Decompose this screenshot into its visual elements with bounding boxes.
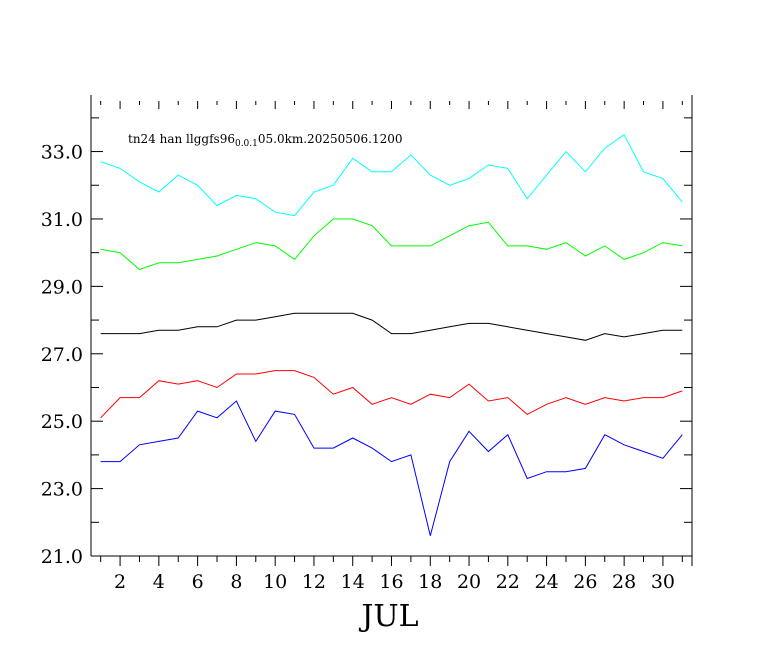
x-tick-label: 24 xyxy=(535,571,559,593)
x-tick-label: 20 xyxy=(457,571,481,593)
series-layer xyxy=(100,133,683,536)
x-tick-label: 30 xyxy=(651,571,675,593)
y-tick-label: 31.0 xyxy=(41,209,83,231)
y-tick-label: 27.0 xyxy=(41,344,83,366)
x-tick-label: 8 xyxy=(230,571,242,593)
x-axis-label: JUL xyxy=(358,599,418,634)
y-tick-label: 29.0 xyxy=(41,276,83,298)
x-tick-label: 12 xyxy=(302,571,326,593)
ticks-layer xyxy=(91,101,692,566)
x-tick-label: 2 xyxy=(114,571,126,593)
y-tick-label: 21.0 xyxy=(41,546,83,568)
annotation-suffix: 05.0km.20250506.1200 xyxy=(258,132,403,146)
series-line-4 xyxy=(100,370,683,419)
x-tick-label: 6 xyxy=(192,571,204,593)
tick-labels-layer: 21.023.025.027.029.031.033.02 4 6 8 10 12 14 16… xyxy=(41,142,675,593)
x-tick-label: 28 xyxy=(612,571,636,593)
run-annotation: tn24 han llggfs960.0.105.0km.20250506.12… xyxy=(128,132,403,149)
plot-frame xyxy=(90,95,693,566)
x-tick-label: 16 xyxy=(379,571,403,593)
x-tick-label: 10 xyxy=(263,571,287,593)
series-line-3 xyxy=(100,312,683,341)
annotation-prefix: tn24 han llggfs96 xyxy=(128,132,235,146)
series-line-5 xyxy=(100,400,683,536)
y-tick-label: 25.0 xyxy=(41,411,83,433)
y-tick-label: 23.0 xyxy=(41,479,83,501)
y-tick-label: 33.0 xyxy=(41,142,83,164)
x-tick-label: 26 xyxy=(573,571,597,593)
x-tick-label: 4 xyxy=(153,571,165,593)
x-tick-label: 14 xyxy=(341,571,365,593)
series-line-2 xyxy=(100,218,683,271)
x-tick-label: 18 xyxy=(418,571,442,593)
series-line-1 xyxy=(100,133,683,217)
annotation-subscript: 0.0.1 xyxy=(235,139,258,149)
x-tick-label: 22 xyxy=(496,571,520,593)
